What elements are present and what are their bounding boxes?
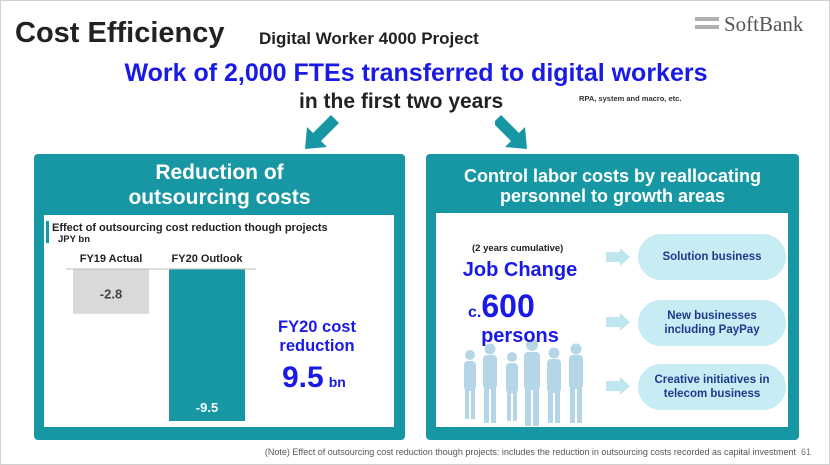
- headline-note: RPA, system and macro, etc.: [579, 94, 682, 103]
- chevron-right-icon: [606, 313, 630, 331]
- job-change-area: (2 years cumulative) Job Change c.600 pe…: [436, 213, 788, 427]
- logo-text: SoftBank: [724, 12, 804, 36]
- growth-area-label: including PayPay: [664, 324, 760, 336]
- fy20-value-number: 9.5: [282, 361, 324, 394]
- fy20-label-line: reduction: [279, 337, 355, 355]
- chart-area: FY19 Actual -2.8 FY20 Outlook -9.5 Effect o…: [44, 215, 394, 427]
- job-change-count: c.600: [468, 288, 535, 325]
- persons-label: persons: [481, 325, 559, 347]
- logo-bar-icon: [695, 25, 719, 29]
- job-change-label: Job Change: [462, 259, 578, 281]
- panel-title-line: Control labor costs by reallocating: [463, 166, 762, 186]
- page-title: Cost Efficiency: [15, 17, 225, 49]
- chevron-right-icon: [606, 377, 630, 395]
- page-number: 61: [801, 447, 812, 457]
- labor-reallocation-panel: Control labor costs by reallocating pers…: [426, 154, 799, 440]
- growth-area-label: telecom business: [663, 388, 761, 400]
- growth-area-new-businesses: New businesses including PayPay: [638, 300, 786, 346]
- growth-area-solution: Solution business: [638, 234, 786, 280]
- down-arrow-icon: [495, 115, 527, 149]
- chart-caption: Effect of outsourcing cost reduction tho…: [52, 222, 328, 234]
- outsourcing-reduction-panel: Reduction of outsourcing costs FY19 Actu…: [34, 154, 405, 440]
- chart-bar: [73, 269, 149, 314]
- cumulative-note: (2 years cumulative): [472, 243, 564, 254]
- fy20-reduction-value: 9.5 bn: [282, 361, 346, 395]
- growth-area-telecom: Creative initiatives in telecom business: [638, 364, 786, 410]
- page-subtitle: Digital Worker 4000 Project: [259, 29, 479, 48]
- people-silhouettes-icon: [464, 339, 583, 426]
- chart-category-label: FY20 Outlook: [172, 253, 244, 265]
- growth-area-label: Creative initiatives in: [654, 374, 770, 386]
- growth-area-label: Solution business: [662, 251, 762, 263]
- panel-title: Control labor costs by reallocating pers…: [426, 166, 799, 206]
- count-number: 600: [481, 288, 535, 324]
- fy20-label-line: FY20 cost: [278, 318, 356, 336]
- panel-title: Reduction of outsourcing costs: [34, 160, 405, 210]
- chart-value-label: -2.8: [100, 286, 122, 301]
- headline-subline: in the first two years: [299, 90, 504, 113]
- headline: Work of 2,000 FTEs transferred to digita…: [124, 59, 708, 87]
- fy20-reduction-label: FY20 cost reduction: [267, 318, 367, 356]
- logo-bar-icon: [695, 17, 719, 21]
- down-arrow-icon: [305, 115, 339, 149]
- cost-reduction-chart: FY19 Actual -2.8 FY20 Outlook -9.5: [66, 253, 256, 421]
- chart-bar: [169, 269, 245, 421]
- fy20-value-unit: bn: [328, 374, 346, 390]
- footnote: (Note) Effect of outsourcing cost reduct…: [264, 447, 796, 457]
- softbank-logo: SoftBank: [695, 11, 817, 37]
- panel-title-line: personnel to growth areas: [499, 186, 726, 206]
- chevron-right-icon: [606, 248, 630, 266]
- caption-marker: [46, 221, 49, 243]
- chart-value-label: -9.5: [196, 400, 218, 415]
- growth-area-label: New businesses: [667, 310, 757, 322]
- chart-category-label: FY19 Actual: [80, 253, 143, 265]
- panel-title-line: Reduction of: [155, 161, 284, 184]
- panel-title-line: outsourcing costs: [128, 186, 311, 209]
- chart-unit: JPY bn: [58, 234, 91, 245]
- count-prefix: c.: [468, 304, 482, 321]
